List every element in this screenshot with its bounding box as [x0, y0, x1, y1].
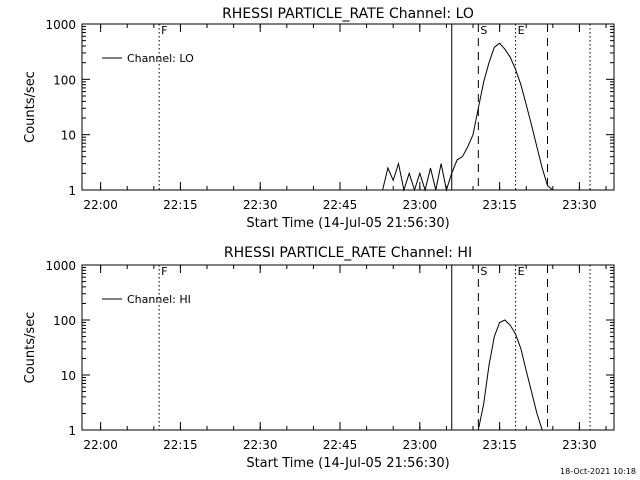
plot-frame — [81, 23, 615, 191]
x-tick-label: 23:00 — [403, 438, 438, 452]
series-line — [382, 42, 554, 192]
x-tick-label: 22:15 — [163, 198, 198, 212]
event-marker-label: S — [480, 24, 487, 37]
chart-panel-2: RHESSI PARTICLE_RATE Channel: HI 1 10 100 10… — [23, 245, 615, 471]
x-tick-label: 22:45 — [323, 438, 358, 452]
chart-panels: RHESSI PARTICLE_RATE Channel: LO 1 10 100 10… — [23, 6, 615, 471]
event-marker-label: S — [480, 265, 487, 278]
plot-frame — [81, 264, 615, 431]
y-tick-label: 100 — [53, 314, 76, 328]
x-tick-label: 23:30 — [562, 438, 597, 452]
series-line — [477, 319, 543, 431]
y-tick-label: 10 — [61, 369, 76, 383]
chart-title: RHESSI PARTICLE_RATE Channel: LO — [222, 6, 474, 22]
x-tick-label: 22:45 — [323, 198, 358, 212]
x-tick-label: 22:30 — [243, 438, 278, 452]
x-tick-label: 23:30 — [562, 198, 597, 212]
x-tick-label: 22:15 — [163, 438, 198, 452]
y-tick-label: 1000 — [45, 18, 76, 32]
legend-label: Channel: HI — [127, 293, 191, 306]
event-marker-label: E — [518, 265, 525, 278]
y-axis-label: Counts/sec — [23, 71, 38, 143]
event-marker-label: E — [518, 24, 525, 37]
y-tick-label: 1 — [68, 184, 76, 198]
x-axis-label: Start Time (14-Jul-05 21:56:30) — [246, 456, 449, 471]
x-tick-label: 22:00 — [83, 198, 118, 212]
y-tick-label: 1 — [68, 424, 76, 438]
chart-title: RHESSI PARTICLE_RATE Channel: HI — [224, 245, 472, 261]
x-axis-label: Start Time (14-Jul-05 21:56:30) — [246, 216, 449, 231]
y-axis-label: Counts/sec — [23, 312, 38, 384]
y-tick-label: 100 — [53, 73, 76, 87]
timestamp-label: 18-Oct-2021 10:18 — [560, 467, 636, 476]
y-tick-label: 1000 — [45, 259, 76, 273]
x-tick-label: 23:15 — [482, 438, 517, 452]
y-tick-label: 10 — [61, 129, 76, 143]
chart-panel-1: RHESSI PARTICLE_RATE Channel: LO 1 10 100 10… — [23, 6, 615, 231]
event-marker-label: F — [161, 265, 167, 278]
x-tick-label: 23:00 — [403, 198, 438, 212]
x-tick-label: 23:15 — [482, 198, 517, 212]
legend-label: Channel: LO — [127, 52, 194, 65]
x-tick-label: 22:30 — [243, 198, 278, 212]
event-marker-label: F — [161, 24, 167, 37]
x-tick-label: 22:00 — [83, 438, 118, 452]
